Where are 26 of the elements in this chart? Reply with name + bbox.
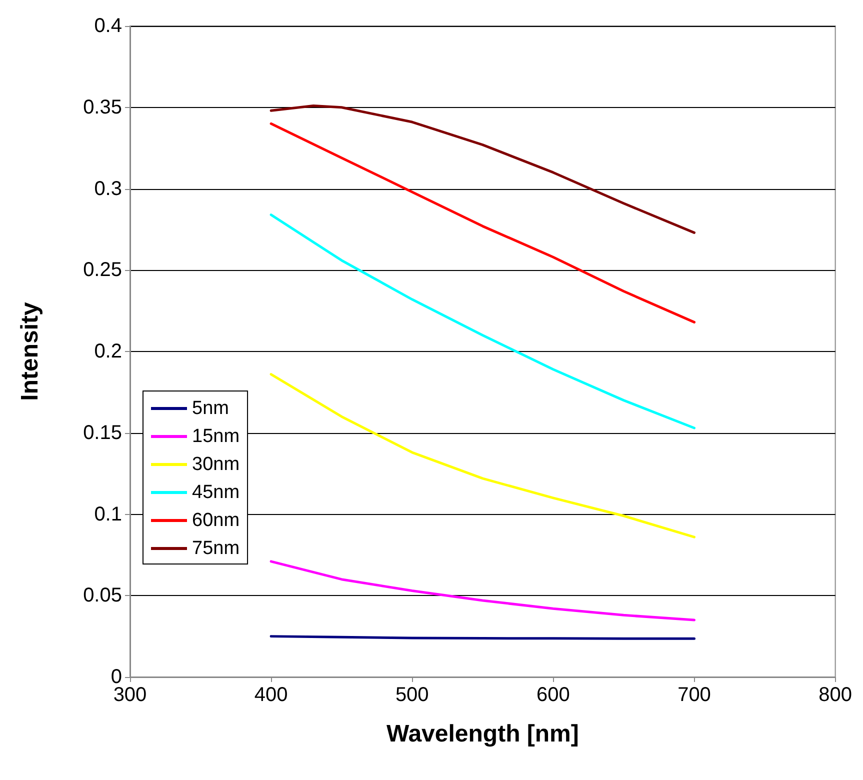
legend-label: 15nm <box>192 426 240 447</box>
line-series <box>270 214 696 430</box>
y-tick-label: 0.3 <box>94 178 122 200</box>
y-tick-label: 0.2 <box>94 340 122 362</box>
line-series <box>270 560 696 622</box>
y-tick-label: 0.15 <box>83 422 122 444</box>
x-tick-label: 800 <box>818 684 852 706</box>
legend-label: 75nm <box>192 538 240 559</box>
y-tick-label: 0.05 <box>83 584 122 607</box>
y-tick-label: 0.4 <box>94 15 122 37</box>
line-series <box>270 122 696 324</box>
legend-label: 5nm <box>192 398 229 419</box>
x-axis-title: Wavelength [nm] <box>386 720 579 748</box>
x-tick-label: 700 <box>678 684 711 706</box>
legend-label: 30nm <box>192 454 240 475</box>
legend-label: 60nm <box>192 510 240 531</box>
x-tick-label: 400 <box>254 684 288 706</box>
legend-label: 45nm <box>192 482 240 503</box>
y-tick-label: 0.35 <box>83 96 122 118</box>
y-tick-label: 0.25 <box>83 259 122 282</box>
x-tick-label: 600 <box>536 684 570 706</box>
line-series <box>270 104 696 234</box>
y-tick-label: 0.1 <box>94 503 122 526</box>
y-axis-title: Intensity <box>16 302 44 401</box>
x-tick-label: 500 <box>395 684 429 706</box>
line-series <box>270 373 696 538</box>
